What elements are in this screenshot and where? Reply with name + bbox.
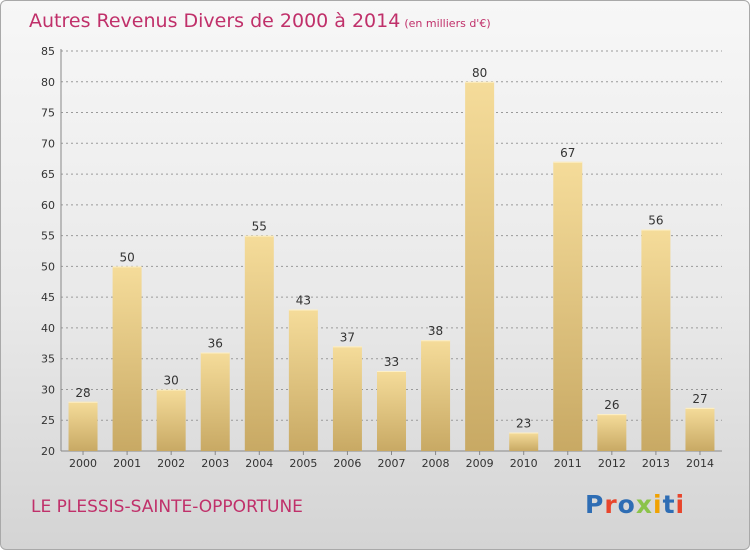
x-tick-label: 2010 [510, 457, 538, 470]
chart-unit: (en milliers d'€) [404, 17, 491, 30]
bar [421, 340, 451, 451]
place-name: LE PLESSIS-SAINTE-OPPORTUNE [31, 497, 303, 517]
data-label: 30 [164, 373, 179, 387]
data-label: 55 [252, 220, 267, 234]
logo-letter: x [635, 490, 653, 519]
x-tick-label: 2012 [598, 457, 626, 470]
data-label: 50 [119, 250, 134, 264]
chart-title: Autres Revenus Divers de 2000 à 2014 (en … [29, 10, 491, 32]
bar [641, 229, 671, 451]
data-label: 80 [472, 66, 487, 80]
proxiti-logo: Proxiti [585, 490, 685, 519]
x-tick-label: 2006 [333, 457, 361, 470]
x-tick-label: 2005 [289, 457, 317, 470]
bar [288, 309, 318, 451]
y-tick-label: 35 [41, 353, 55, 366]
x-tick-label: 2009 [466, 457, 494, 470]
data-label: 36 [208, 337, 223, 351]
data-label: 37 [340, 330, 355, 344]
y-tick-label: 70 [41, 137, 55, 150]
x-tick-label: 2004 [245, 457, 273, 470]
bar [68, 401, 98, 451]
x-tick-label: 2002 [157, 457, 185, 470]
y-tick-label: 75 [41, 107, 55, 120]
x-tick-label: 2011 [554, 457, 582, 470]
bar [200, 352, 230, 451]
data-label: 26 [604, 398, 619, 412]
data-label: 28 [75, 386, 90, 400]
logo-letter: i [653, 490, 663, 519]
bar [332, 346, 362, 451]
x-tick-label: 2003 [201, 457, 229, 470]
x-tick-label: 2001 [113, 457, 141, 470]
x-tick-label: 2013 [642, 457, 670, 470]
y-tick-label: 30 [41, 383, 55, 396]
y-tick-label: 25 [41, 414, 55, 427]
y-tick-label: 50 [41, 260, 55, 273]
data-label: 56 [648, 213, 663, 227]
x-tick-label: 2008 [422, 457, 450, 470]
x-tick-label: 2000 [69, 457, 97, 470]
bar [509, 432, 539, 451]
logo-letter: o [617, 490, 636, 519]
bar [553, 161, 583, 451]
data-label: 23 [516, 417, 531, 431]
y-tick-label: 55 [41, 230, 55, 243]
data-label: 38 [428, 324, 443, 338]
y-tick-label: 45 [41, 291, 55, 304]
chart-title-text: Autres Revenus Divers de 2000 à 2014 [29, 10, 401, 32]
data-label: 43 [296, 293, 311, 307]
y-tick-label: 80 [41, 76, 55, 89]
logo-letter: i [675, 490, 686, 519]
data-label: 67 [560, 146, 575, 160]
y-tick-label: 40 [41, 322, 55, 335]
logo-letter: t [662, 490, 676, 519]
y-tick-label: 60 [41, 199, 55, 212]
data-label: 33 [384, 355, 399, 369]
bar [244, 235, 274, 451]
x-tick-label: 2014 [686, 457, 714, 470]
bar [465, 81, 495, 452]
bar [112, 266, 142, 451]
y-tick-label: 65 [41, 168, 55, 181]
bar [597, 414, 627, 451]
y-tick-label: 85 [41, 45, 55, 58]
bar [685, 407, 715, 451]
bar [156, 389, 186, 451]
logo-letter: P [585, 490, 605, 519]
data-label: 27 [692, 392, 707, 406]
y-tick-label: 20 [41, 445, 55, 458]
bar [377, 371, 406, 451]
x-tick-label: 2007 [378, 457, 406, 470]
logo-letter: r [604, 490, 618, 519]
